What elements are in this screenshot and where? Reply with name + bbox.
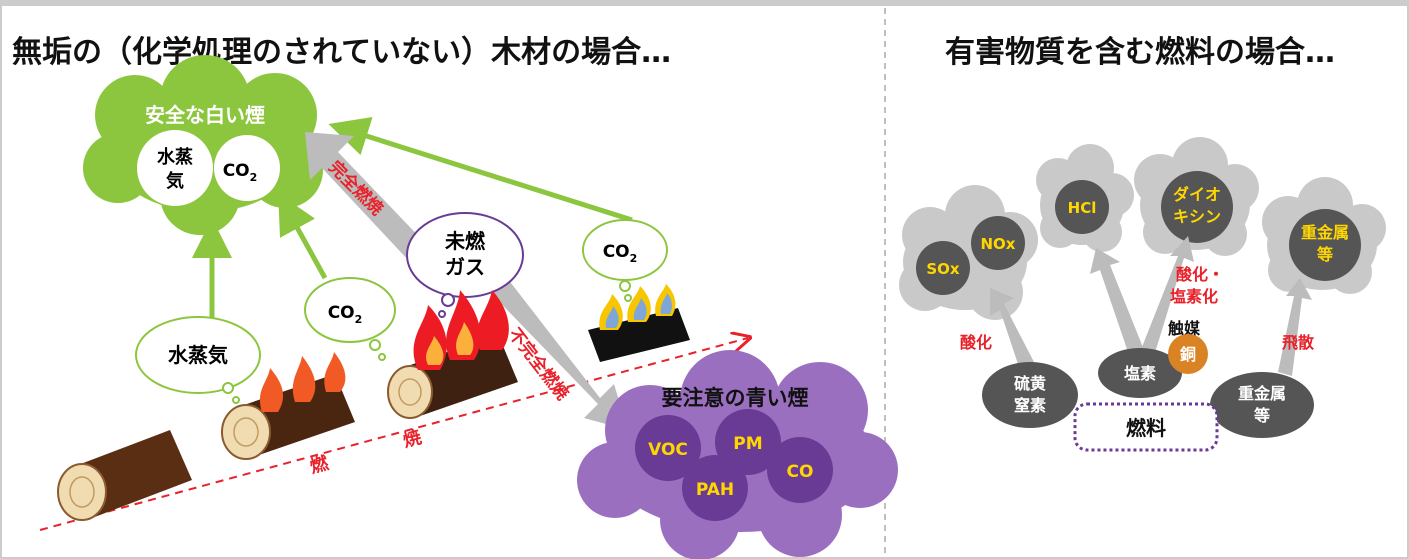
- left-title: 無垢の（化学処理のされていない）木材の場合…: [12, 35, 671, 70]
- steam-circle: [137, 130, 213, 206]
- co-circle: [767, 437, 833, 503]
- co2-label: CO2: [223, 161, 258, 184]
- flame-icon: [413, 290, 509, 370]
- combustion-axis-arrow: [39, 338, 748, 531]
- voc-circle: [635, 415, 701, 481]
- heavy-metal-label-1: 重金属: [1301, 223, 1349, 242]
- sulfur-nitrogen-label-2: 窒素: [1014, 396, 1046, 415]
- voc-label: VOC: [648, 440, 688, 460]
- oxid-chlor-label-2: 塩素化: [1170, 287, 1218, 306]
- blue-smoke-label: 要注意の青い煙: [662, 386, 809, 410]
- steam-label-2: 気: [166, 170, 184, 192]
- arrow-hcl: [1090, 248, 1144, 352]
- steam-bubble: 水蒸気: [135, 316, 261, 404]
- co-label: CO: [787, 462, 814, 482]
- right-title: 有害物質を含む燃料の場合…: [945, 35, 1335, 70]
- top-band: [0, 0, 1409, 6]
- sox-circle: [916, 241, 970, 295]
- co2-bubble-a-label: CO2: [328, 303, 363, 326]
- axis-label-char-2: 焼: [401, 426, 424, 452]
- pm-circle: [715, 409, 781, 475]
- sox-label: SOx: [926, 260, 960, 278]
- fuel-label: 燃料: [1126, 416, 1166, 440]
- hcl-circle: [1055, 180, 1109, 234]
- sox-nox-cloud: SOx NOx: [899, 185, 1038, 320]
- arrow-oxidation: [990, 288, 1034, 370]
- source-chlorine: 塩素: [1098, 348, 1182, 398]
- oxid-chlor-label-1: 酸化・: [1176, 265, 1224, 284]
- dioxin-circle: [1161, 171, 1233, 243]
- hcl-label: HCl: [1068, 199, 1097, 217]
- source-heavy-metal-label-2: 等: [1253, 406, 1270, 425]
- hcl-cloud: HCl: [1036, 144, 1134, 252]
- copper-label: 銅: [1180, 345, 1196, 364]
- steam-label-1: 水蒸: [157, 146, 193, 168]
- co2-circle: [214, 135, 280, 201]
- copper-badge: 銅: [1168, 334, 1208, 374]
- safe-smoke-cloud: 安全な白い煙 水蒸 気 CO2: [83, 55, 323, 235]
- oxidation-label: 酸化: [960, 333, 992, 352]
- steam-bubble-label: 水蒸気: [168, 343, 228, 367]
- complete-combustion-arrow: [305, 132, 428, 262]
- scatter-label: 飛散: [1281, 333, 1315, 352]
- safe-smoke-label: 安全な白い煙: [145, 103, 265, 127]
- log-burning: [221, 352, 355, 460]
- log-big-fire: [387, 290, 518, 419]
- unburnt-gas-label-1: 未燃: [445, 229, 486, 253]
- heavy-metal-cloud: 重金属 等: [1262, 177, 1386, 294]
- nox-circle: [971, 216, 1025, 270]
- pah-label: PAH: [696, 480, 734, 500]
- charcoal-fire: [588, 284, 690, 362]
- unburnt-gas-bubble: 未燃 ガス: [406, 212, 524, 318]
- chlorine-label: 塩素: [1124, 364, 1156, 383]
- pm-label: PM: [733, 434, 762, 454]
- arrow-dioxin: [1140, 236, 1194, 356]
- co2-bubble-b-label: CO2: [603, 242, 638, 265]
- log-unlit: [57, 430, 192, 521]
- arrow-scatter: [1278, 278, 1312, 376]
- dioxin-label-2: キシン: [1173, 207, 1221, 226]
- complete-combustion-label: 完全燃焼: [324, 157, 387, 220]
- nox-label: NOx: [981, 235, 1016, 253]
- flame-icon: [259, 352, 346, 412]
- catalyst-label: 触媒: [1167, 319, 1201, 338]
- co2-bubble-b: CO2: [582, 219, 668, 302]
- dioxin-cloud: ダイオ キシン: [1134, 137, 1259, 256]
- source-sulfur-nitrogen: 硫黄 窒素: [982, 362, 1078, 428]
- heavy-metal-circle: [1289, 209, 1361, 281]
- blue-smoke-cloud: 要注意の青い煙 VOC PM PAH CO: [577, 350, 898, 559]
- incomplete-combustion-arrow: [488, 274, 628, 430]
- arrow-co2a-up: [278, 193, 328, 280]
- pah-circle: [682, 455, 748, 521]
- unburnt-gas-label-2: ガス: [445, 255, 485, 279]
- source-heavy-metal-label-1: 重金属: [1238, 384, 1286, 403]
- flame-icon: [599, 284, 676, 330]
- source-heavy-metal: 重金属 等: [1210, 372, 1314, 438]
- co2-bubble-a: CO2: [304, 277, 396, 361]
- fuel-box: 燃料: [1073, 402, 1219, 452]
- dioxin-label-1: ダイオ: [1173, 185, 1221, 204]
- heavy-metal-label-2: 等: [1316, 245, 1333, 264]
- sulfur-nitrogen-label-1: 硫黄: [1014, 374, 1046, 393]
- arrow-co2b-up: [328, 116, 633, 223]
